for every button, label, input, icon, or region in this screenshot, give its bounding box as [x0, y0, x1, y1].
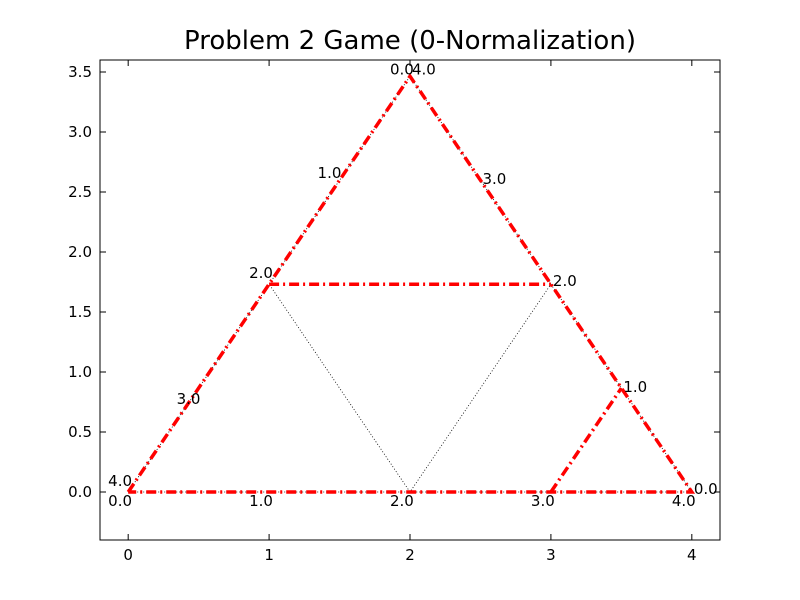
data-label: 1.0 [623, 378, 647, 396]
data-label: 4.0 [108, 472, 132, 490]
data-label: 0.0 [694, 480, 718, 498]
data-label: 2.0 [553, 272, 577, 290]
x-axis-ticks: 0 1 2 3 4 [123, 60, 697, 564]
data-label: 3.0 [177, 390, 201, 408]
data-label: 3.0 [531, 492, 555, 510]
data-label: 4.0 [672, 492, 696, 510]
plot-frame [99, 59, 721, 541]
data-label: 4.0 [412, 60, 436, 78]
point-annotations: 0.04.01.0 3.02.0 2.03.01.04.00.0 1.0 2.0 3.0 4… [108, 60, 717, 510]
x-tick-label: 0 [123, 546, 133, 564]
data-label: 2.0 [249, 264, 273, 282]
y-tick-label: 1.0 [68, 363, 92, 381]
y-tick-label: 1.5 [68, 303, 92, 321]
data-label: 3.0 [482, 170, 506, 188]
x-tick-label: 2 [405, 546, 415, 564]
series-line-5 [549, 387, 623, 493]
series-line-0 [127, 75, 552, 493]
y-tick-label: 2.5 [68, 183, 92, 201]
y-tick-label: 0.5 [68, 423, 92, 441]
data-label: 1.0 [249, 492, 273, 510]
data-label: 0.0 [390, 60, 414, 78]
y-tick-label: 3.5 [68, 63, 92, 81]
data-label: 0.0 [108, 492, 132, 510]
x-tick-label: 4 [687, 546, 697, 564]
y-tick-label: 3.0 [68, 123, 92, 141]
y-axis-ticks: 0.0 0.5 1.0 1.5 2.0 2.5 3.0 3.5 [68, 63, 720, 501]
x-tick-label: 1 [264, 546, 274, 564]
y-tick-label: 0.0 [68, 483, 92, 501]
series-line-3 [126, 73, 696, 494]
chart-title: Problem 2 Game (0-Normalization) [184, 26, 636, 56]
data-label: 1.0 [318, 164, 342, 182]
y-tick-label: 2.0 [68, 243, 92, 261]
plot-lines [126, 73, 696, 494]
data-label: 2.0 [390, 492, 414, 510]
plot-frame-rect [99, 59, 721, 541]
x-tick-label: 3 [546, 546, 556, 564]
